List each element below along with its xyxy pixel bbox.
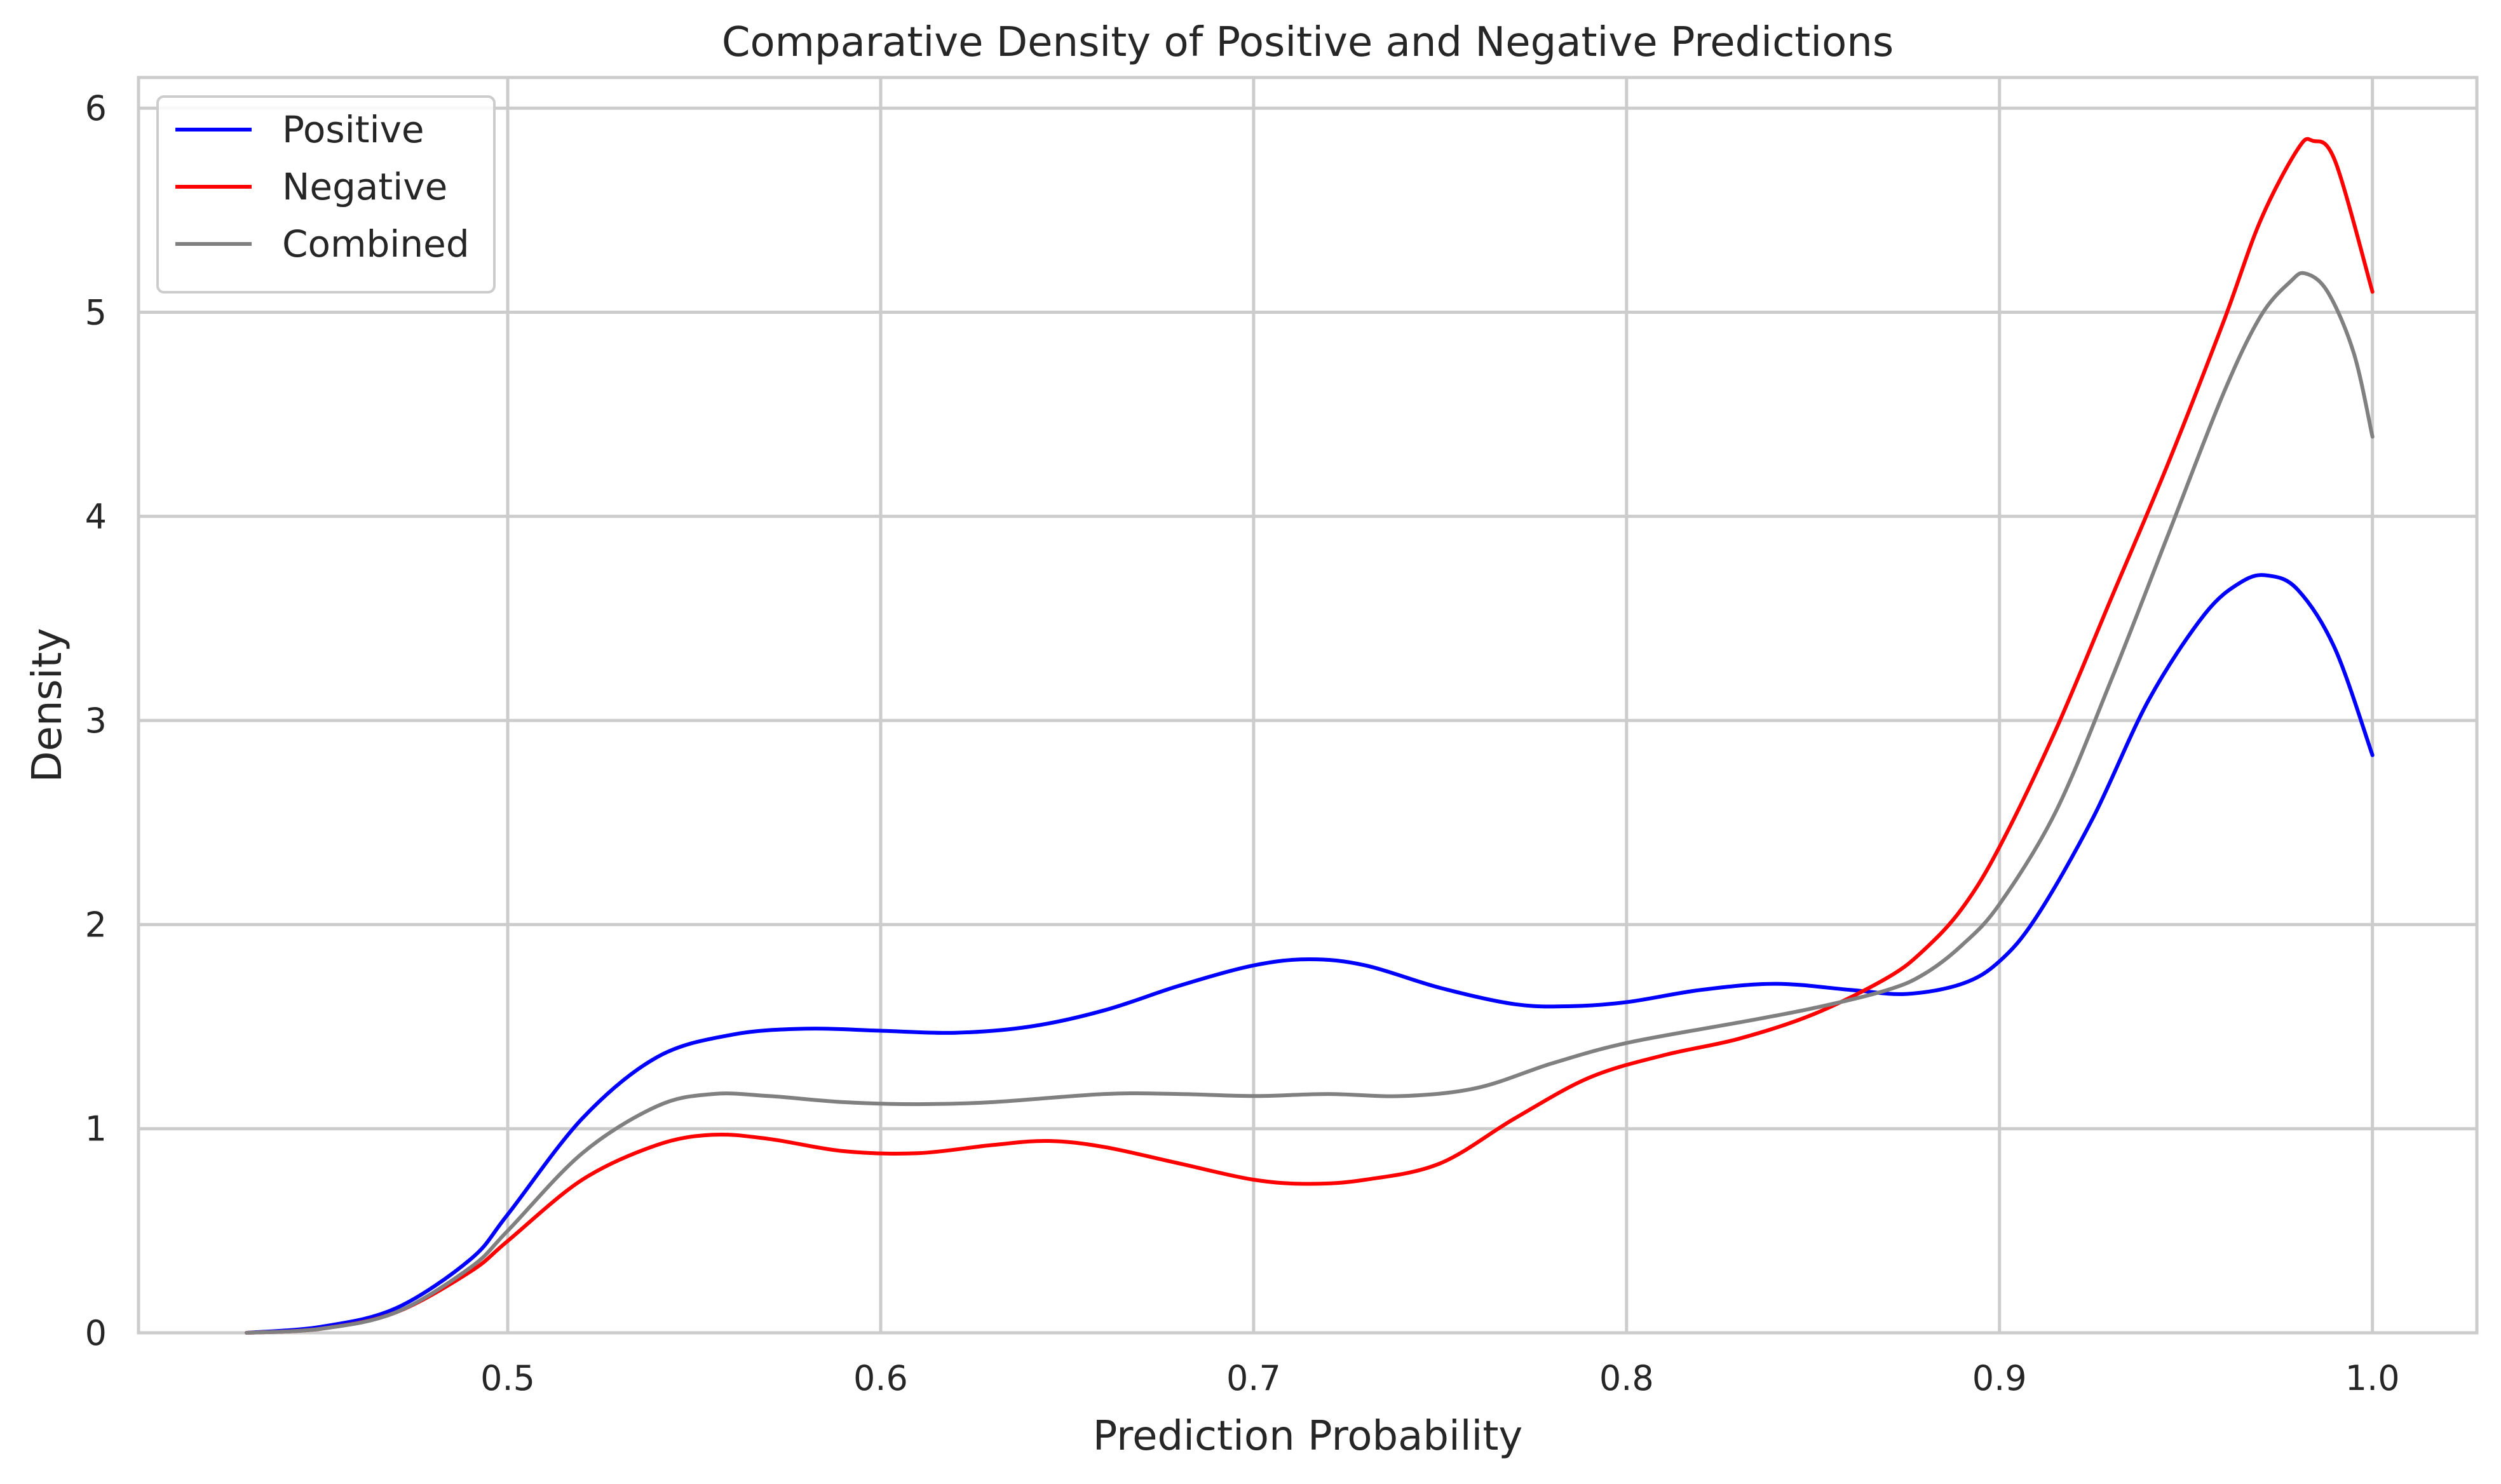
y-tick-label: 5 [85, 292, 107, 332]
x-tick-label: 1.0 [2345, 1358, 2400, 1398]
y-axis-label: Density [24, 628, 71, 782]
y-tick-label: 0 [85, 1313, 107, 1353]
legend-label-combined: Combined [282, 222, 470, 266]
x-tick-label: 0.5 [480, 1358, 535, 1398]
x-tick-label: 0.6 [853, 1358, 908, 1398]
plot-area-frame [137, 76, 2479, 1335]
legend: Positive Negative Combined [156, 95, 496, 293]
tick-labels: 0.5 0.6 0.7 0.8 0.9 1.0 0 1 2 3 4 5 6 [85, 88, 2400, 1398]
legend-label-negative: Negative [282, 165, 447, 208]
legend-label-positive: Positive [282, 108, 424, 151]
legend-items: Positive Negative Combined [175, 108, 470, 266]
series-line-combined [245, 271, 2375, 1335]
x-tick-label: 0.8 [1599, 1358, 1654, 1398]
chart-title: Comparative Density of Positive and Nega… [722, 19, 1894, 66]
series-line-negative [245, 137, 2375, 1335]
x-tick-label: 0.7 [1226, 1358, 1281, 1398]
y-tick-label: 1 [85, 1109, 107, 1149]
y-tick-label: 2 [85, 905, 107, 945]
series-line-positive [245, 573, 2375, 1335]
y-tick-label: 3 [85, 701, 107, 741]
x-tick-label: 0.9 [1972, 1358, 2027, 1398]
x-axis-label: Prediction Probability [1093, 1413, 1523, 1460]
y-tick-label: 4 [85, 497, 107, 537]
series-lines [245, 137, 2375, 1335]
y-tick-label: 6 [85, 88, 107, 128]
